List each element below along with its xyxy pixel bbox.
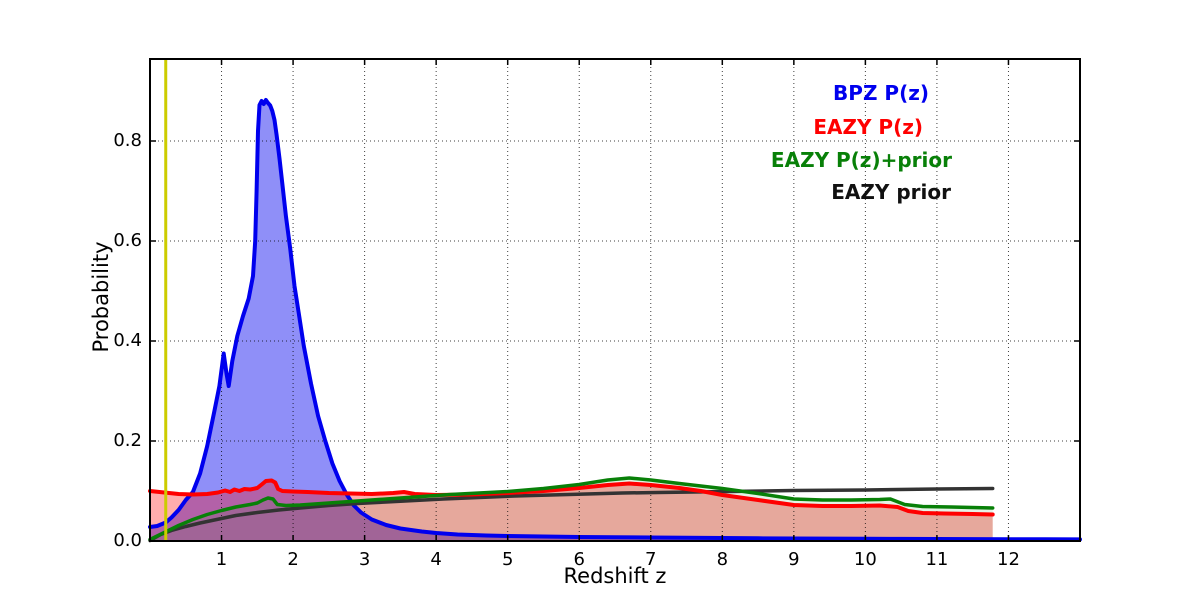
x-tick-label: 9 bbox=[788, 549, 800, 570]
x-tick-label: 6 bbox=[573, 549, 585, 570]
curve-eazy-pz bbox=[148, 478, 995, 517]
x-tick-label: 10 bbox=[853, 549, 877, 570]
x-tick-label: 5 bbox=[501, 549, 514, 570]
plot-area bbox=[148, 58, 1082, 543]
x-tick-label: 4 bbox=[430, 549, 442, 570]
y-tick-label: 0.8 bbox=[113, 130, 142, 151]
x-tick-label: 7 bbox=[645, 549, 657, 570]
y-tick-label: 0.0 bbox=[113, 530, 142, 551]
y-tick-label: 0.6 bbox=[113, 230, 142, 251]
legend-item-eazy-pz-prior: EAZY P(z)+prior bbox=[770, 148, 952, 172]
y-axis-label: Probability bbox=[89, 241, 113, 353]
x-tick-label: 1 bbox=[215, 549, 228, 570]
x-tick-label: 8 bbox=[716, 549, 729, 570]
x-tick-label: 11 bbox=[925, 549, 949, 570]
legend-item-eazy-prior: EAZY prior bbox=[831, 180, 951, 204]
y-tick-label: 0.4 bbox=[113, 330, 142, 351]
x-axis-label: Redshift z bbox=[563, 564, 667, 588]
legend-item-bpz-pz: BPZ P(z) bbox=[833, 81, 929, 105]
curve-eazy-pz-prior bbox=[148, 476, 995, 542]
gridlines bbox=[150, 59, 1080, 541]
plot-frame bbox=[149, 58, 1081, 542]
fill-eazy-pz-prior bbox=[150, 478, 993, 541]
fill-bpz-pz bbox=[150, 100, 1080, 541]
curve-bpz-pz bbox=[148, 98, 1082, 542]
tick-marks bbox=[150, 59, 1080, 542]
x-tick-label: 3 bbox=[358, 549, 371, 570]
curve-eazy-prior bbox=[148, 486, 995, 543]
legend-item-eazy-pz: EAZY P(z) bbox=[813, 115, 923, 139]
x-tick-label: 2 bbox=[287, 549, 299, 570]
y-tick-label: 0.2 bbox=[113, 430, 142, 451]
x-tick-label: 12 bbox=[997, 549, 1020, 570]
